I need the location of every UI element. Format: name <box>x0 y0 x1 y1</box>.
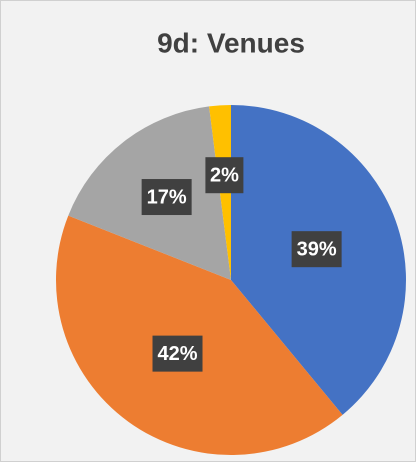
chart-title: 9d: Venues <box>157 27 305 58</box>
data-labels: 39% 42% 17% 2% <box>141 157 342 372</box>
data-label-box <box>152 335 203 372</box>
data-label: 17% <box>147 186 187 208</box>
data-label-box <box>291 231 342 268</box>
data-label: 39% <box>297 238 337 260</box>
data-label: 42% <box>157 343 197 365</box>
data-label-box <box>205 157 244 194</box>
data-label: 2% <box>210 164 239 186</box>
pie-slice <box>55 215 343 455</box>
data-label-box <box>141 179 192 216</box>
